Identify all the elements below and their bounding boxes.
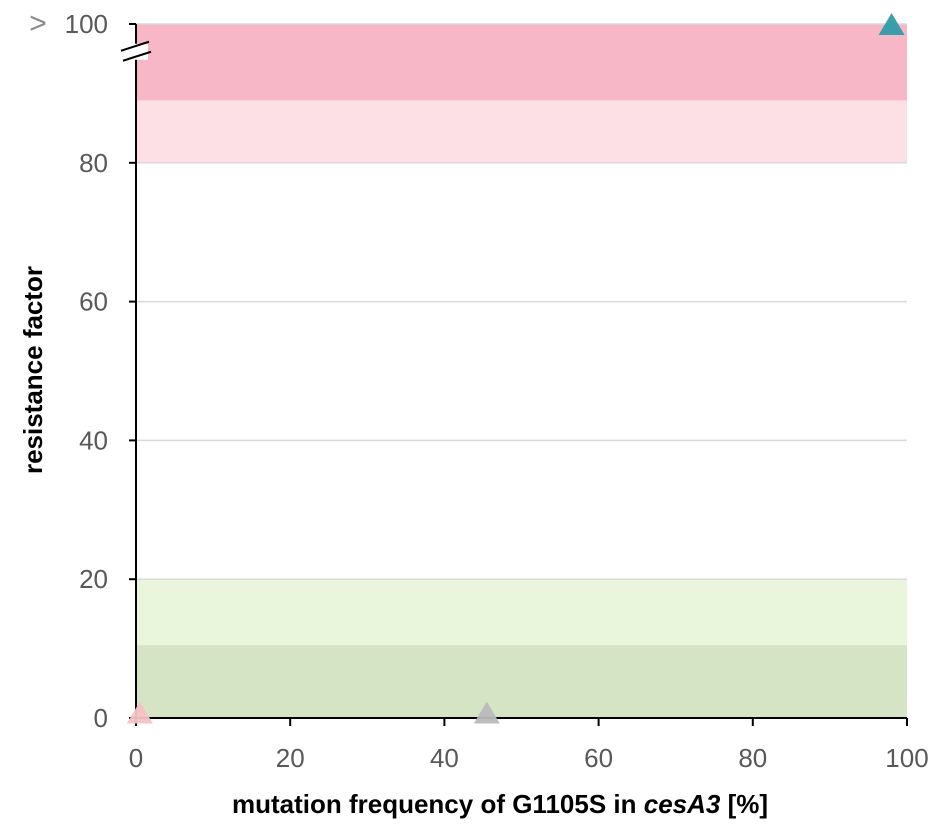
band-3 (136, 24, 907, 101)
threshold-bands (136, 24, 907, 718)
y-tick-label-40: 40 (79, 425, 108, 455)
axis-break-stroke-2 (122, 50, 152, 62)
y-tick-label-20: 20 (79, 564, 108, 594)
y-tick-label-80: 80 (79, 148, 108, 178)
y-tick-label-100: 100 (65, 9, 108, 39)
y-tick-label-60: 60 (79, 287, 108, 317)
x-tick-labels: 0 20 40 60 80 100 (129, 743, 929, 773)
x-tick-label-40: 40 (430, 743, 459, 773)
x-tick-label-0: 0 (129, 743, 143, 773)
x-axis-title-gene: cesA3 (644, 789, 721, 819)
x-tick-label-80: 80 (738, 743, 767, 773)
x-tick-label-60: 60 (584, 743, 613, 773)
data-point-0 (126, 701, 153, 724)
data-point-2 (878, 13, 905, 35)
y-axis-title: resistance factor (18, 266, 48, 474)
y-tick-label-0: 0 (94, 703, 108, 733)
axis-break-stroke-1 (120, 40, 150, 52)
axes (120, 23, 908, 726)
data-points (126, 13, 905, 724)
horizontal-gridlines (136, 23, 907, 580)
x-tick-label-100: 100 (885, 743, 928, 773)
y-overflow-marker: > (29, 7, 47, 40)
y-tick-labels: 0 20 40 60 80 100 (65, 9, 108, 733)
x-tick-label-20: 20 (276, 743, 305, 773)
x-axis-title-part-1: mutation frequency of G1105S in (232, 789, 644, 819)
x-axis-title: mutation frequency of G1105S in cesA3 [%… (232, 789, 768, 819)
data-point-1 (473, 701, 500, 724)
x-axis-title-part-3: [%] (720, 789, 768, 819)
band-1 (136, 645, 907, 718)
